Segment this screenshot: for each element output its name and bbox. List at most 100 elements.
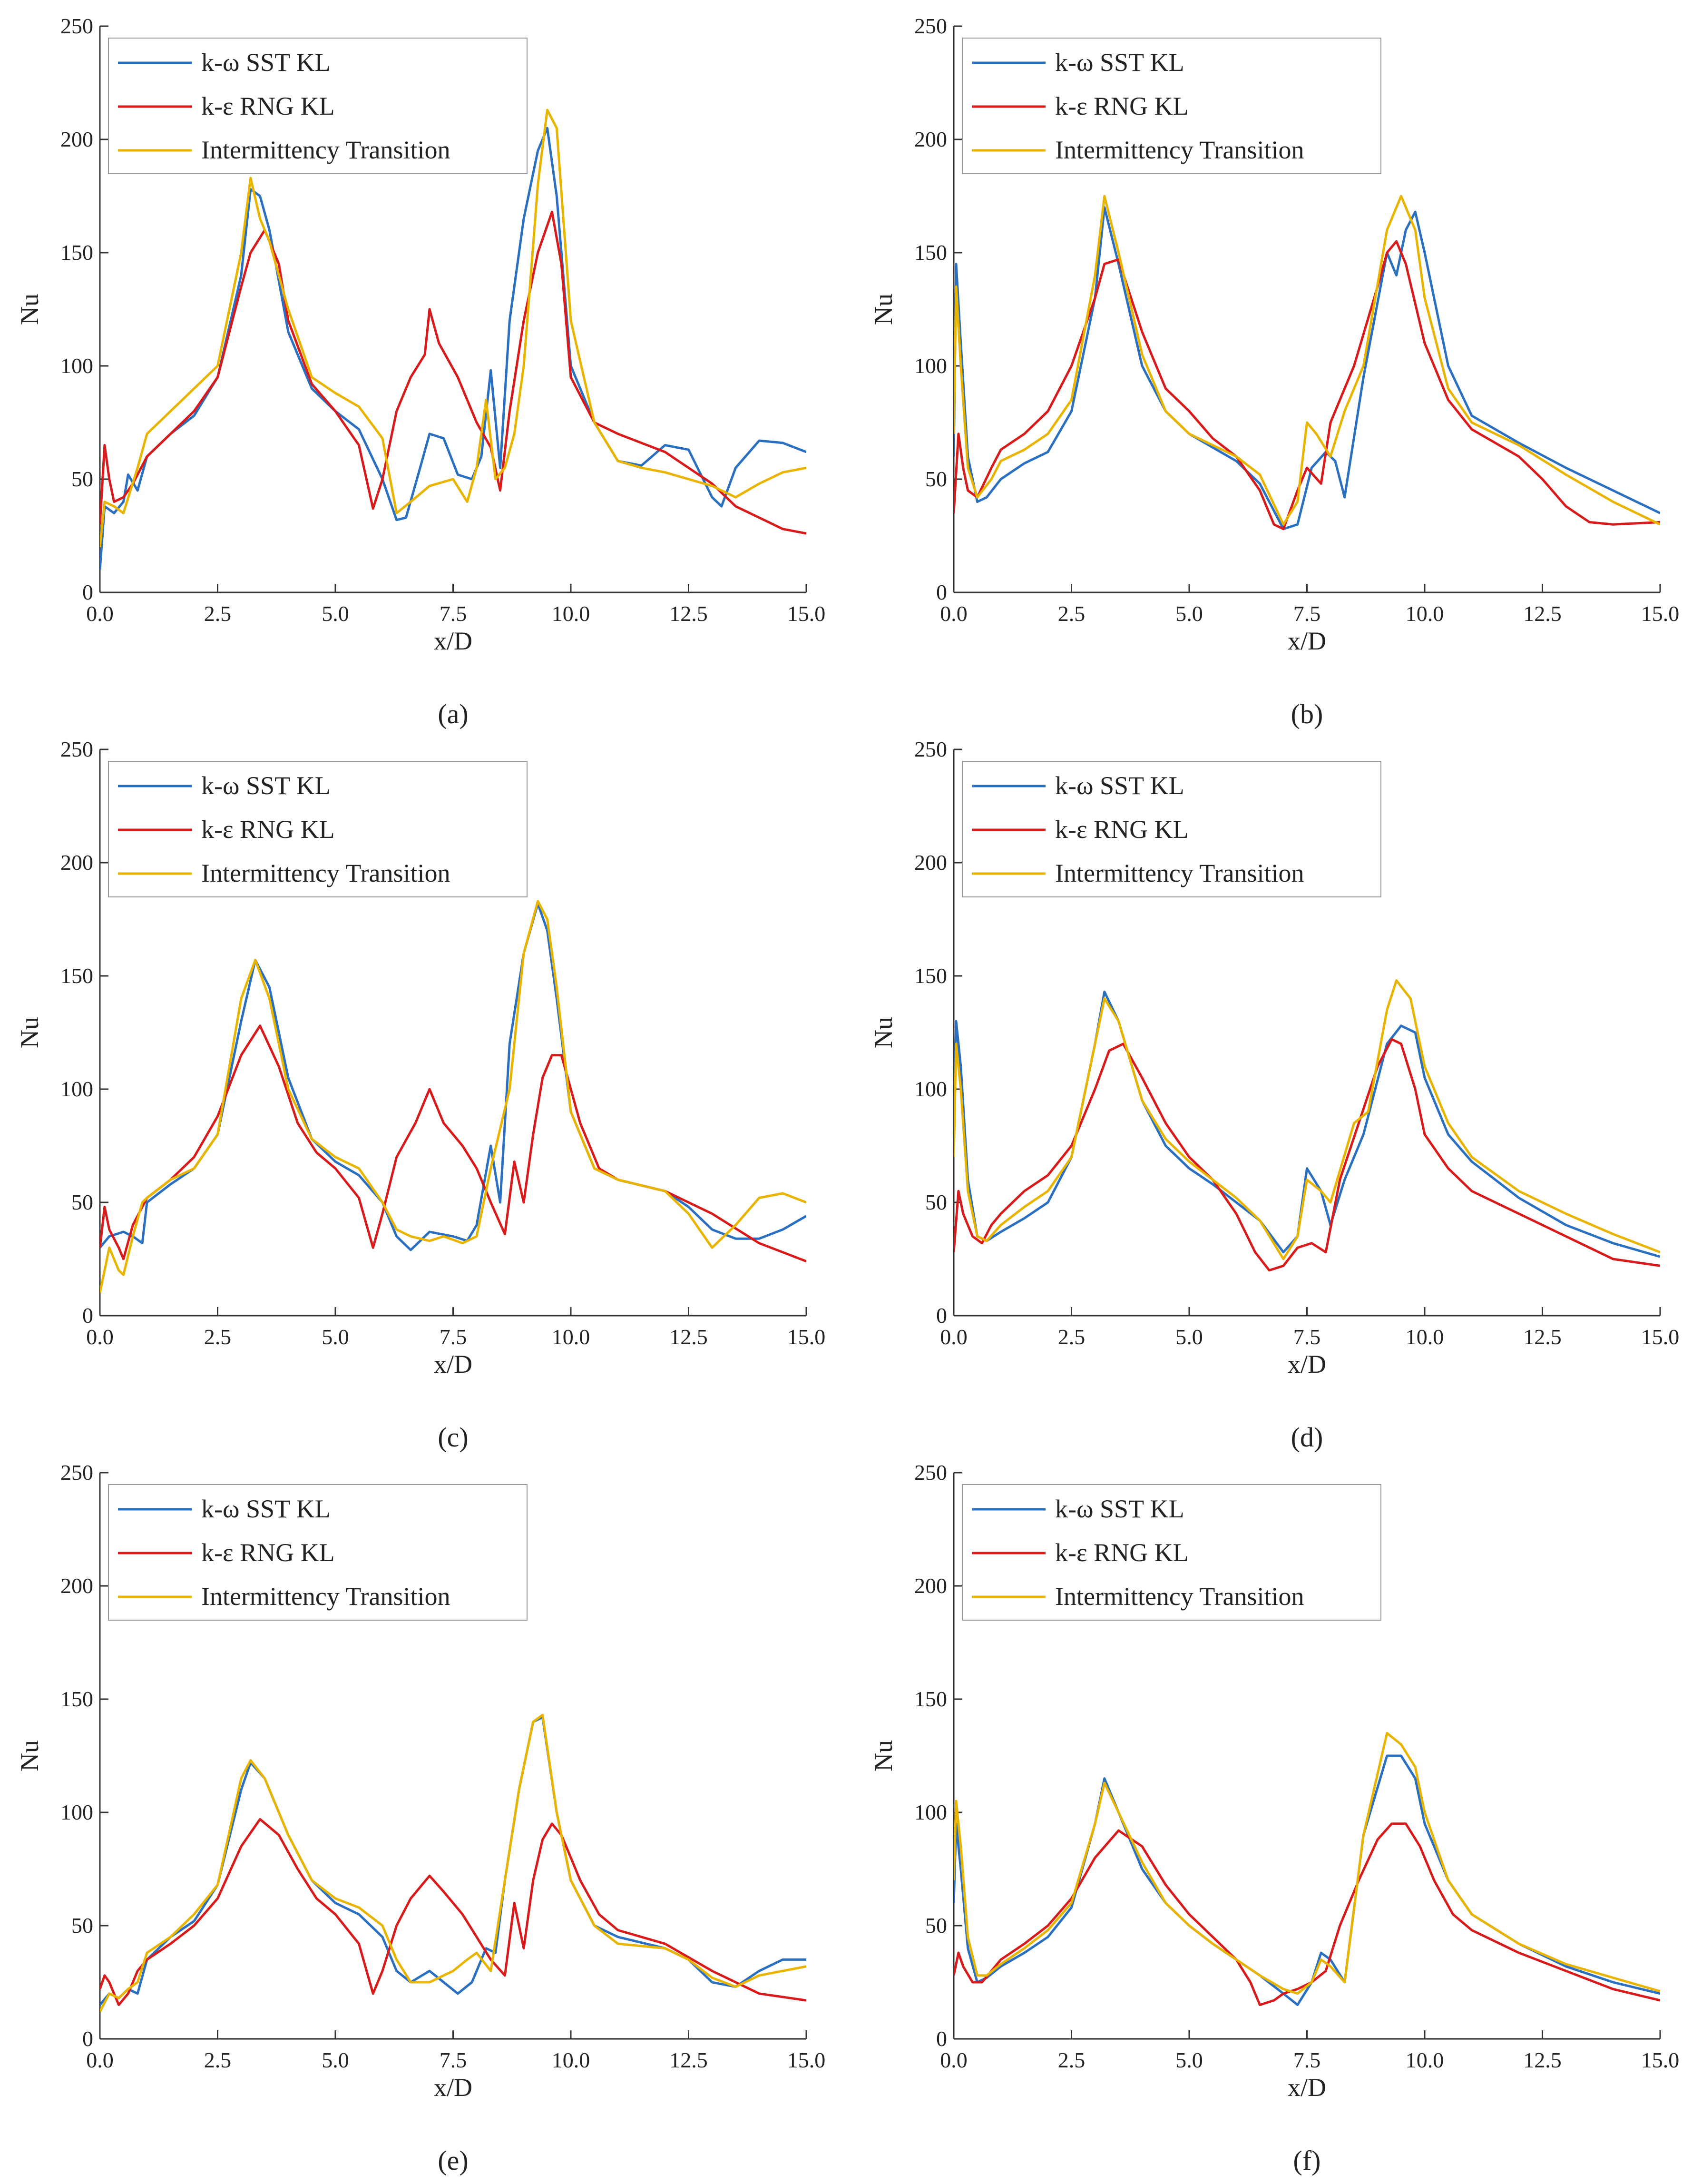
x-tick-label: 0.0 xyxy=(940,1325,968,1349)
x-tick-label: 15.0 xyxy=(1641,601,1680,626)
x-tick-label: 10.0 xyxy=(552,1325,590,1349)
series-line xyxy=(954,1731,1660,1995)
panel-label: (d) xyxy=(1291,1422,1323,1453)
chart-panel: 0.0 2.5 5.0 7.5 10.0 12.5 15.0 0 50 100 150 200 250 x… xyxy=(869,737,1679,1453)
x-tick-label: 12.5 xyxy=(669,601,708,626)
x-axis-label: x/D xyxy=(1288,2073,1326,2102)
chart-panel: 0.0 2.5 5.0 7.5 10.0 12.5 15.0 0 50 100 150 200 250 x… xyxy=(15,14,825,729)
legend-entry: k-ε RNG KL xyxy=(201,815,335,844)
y-tick-label: 150 xyxy=(914,1687,947,1711)
x-tick-label: 10.0 xyxy=(1406,2048,1444,2072)
legend-entry: k-ω SST KL xyxy=(1055,1495,1184,1523)
x-axis-label: x/D xyxy=(1288,627,1326,655)
y-tick-label: 50 xyxy=(925,1913,947,1938)
y-tick-label: 50 xyxy=(925,467,947,491)
legend-entry: k-ε RNG KL xyxy=(1055,1538,1189,1567)
x-axis-label: x/D xyxy=(434,1350,472,1378)
y-axis-label: Nu xyxy=(869,1017,898,1048)
x-tick-label: 12.5 xyxy=(1523,2048,1562,2072)
x-tick-label: 15.0 xyxy=(787,1325,826,1349)
y-tick-label: 200 xyxy=(60,850,93,875)
y-tick-label: 0 xyxy=(82,580,93,604)
y-tick-label: 250 xyxy=(914,14,947,38)
x-tick-label: 10.0 xyxy=(552,2048,590,2072)
panel-label: (c) xyxy=(438,1422,468,1453)
series-line xyxy=(100,1713,806,2013)
y-tick-label: 100 xyxy=(914,1800,947,1824)
x-tick-label: 12.5 xyxy=(669,2048,708,2072)
x-axis-label: x/D xyxy=(434,2073,472,2102)
x-tick-label: 7.5 xyxy=(1293,1325,1321,1349)
panel-label: (a) xyxy=(438,698,468,729)
x-tick-label: 0.0 xyxy=(86,601,114,626)
y-tick-label: 150 xyxy=(914,964,947,988)
x-tick-label: 5.0 xyxy=(1175,2048,1203,2072)
x-tick-label: 7.5 xyxy=(440,2048,467,2072)
series-line xyxy=(100,127,806,570)
y-tick-label: 150 xyxy=(60,240,93,265)
x-tick-label: 15.0 xyxy=(787,2048,826,2072)
panel-label: (f) xyxy=(1293,2145,1321,2176)
x-tick-label: 2.5 xyxy=(204,2048,232,2072)
y-tick-label: 50 xyxy=(925,1190,947,1214)
chart-panel: 0.0 2.5 5.0 7.5 10.0 12.5 15.0 0 50 100 150 200 250 x… xyxy=(869,14,1679,729)
y-axis-label: Nu xyxy=(15,294,44,325)
legend-entry: k-ω SST KL xyxy=(201,1495,331,1523)
x-tick-label: 2.5 xyxy=(1058,1325,1086,1349)
y-tick-label: 250 xyxy=(60,14,93,38)
series-line xyxy=(100,900,806,1293)
panel-label: (b) xyxy=(1291,698,1323,729)
y-axis-label: Nu xyxy=(15,1740,44,1771)
legend-entry: k-ω SST KL xyxy=(1055,771,1184,800)
y-tick-label: 100 xyxy=(60,1077,93,1101)
x-tick-label: 5.0 xyxy=(322,2048,349,2072)
series-line xyxy=(954,990,1660,1258)
chart-panel: 0.0 2.5 5.0 7.5 10.0 12.5 15.0 0 50 100 150 200 250 x… xyxy=(15,1460,825,2176)
y-tick-label: 100 xyxy=(914,1077,947,1101)
legend-entry: Intermittency Transition xyxy=(201,1582,450,1611)
x-tick-label: 15.0 xyxy=(1641,1325,1680,1349)
legend-entry: k-ω SST KL xyxy=(201,771,331,800)
y-tick-label: 150 xyxy=(60,1687,93,1711)
x-tick-label: 2.5 xyxy=(204,601,232,626)
y-tick-label: 100 xyxy=(60,1800,93,1824)
series-line xyxy=(954,195,1660,526)
x-tick-label: 5.0 xyxy=(1175,1325,1203,1349)
x-tick-label: 2.5 xyxy=(1058,2048,1086,2072)
y-tick-label: 150 xyxy=(60,964,93,988)
legend-entry: k-ε RNG KL xyxy=(201,1538,335,1567)
y-tick-label: 100 xyxy=(60,354,93,378)
legend-entry: Intermittency Transition xyxy=(1055,859,1304,887)
x-tick-label: 5.0 xyxy=(322,601,349,626)
y-tick-label: 250 xyxy=(914,737,947,761)
y-tick-label: 200 xyxy=(914,127,947,151)
x-tick-label: 7.5 xyxy=(1293,601,1321,626)
x-tick-label: 5.0 xyxy=(322,1325,349,1349)
legend-entry: Intermittency Transition xyxy=(201,136,450,164)
y-tick-label: 200 xyxy=(914,1574,947,1598)
y-tick-label: 50 xyxy=(71,467,93,491)
y-axis-label: Nu xyxy=(15,1017,44,1048)
x-tick-label: 7.5 xyxy=(440,1325,467,1349)
x-tick-label: 7.5 xyxy=(1293,2048,1321,2072)
legend-entry: Intermittency Transition xyxy=(201,859,450,887)
y-tick-label: 200 xyxy=(914,850,947,875)
x-tick-label: 12.5 xyxy=(1523,601,1562,626)
y-tick-label: 0 xyxy=(936,580,947,604)
x-tick-label: 0.0 xyxy=(86,1325,114,1349)
x-axis-label: x/D xyxy=(1288,1350,1326,1378)
legend-entry: Intermittency Transition xyxy=(1055,1582,1304,1611)
x-tick-label: 5.0 xyxy=(1175,601,1203,626)
y-tick-label: 0 xyxy=(936,1303,947,1328)
y-tick-label: 50 xyxy=(71,1190,93,1214)
y-tick-label: 200 xyxy=(60,127,93,151)
legend-entry: k-ω SST KL xyxy=(1055,48,1184,77)
y-axis-label: Nu xyxy=(869,294,898,325)
y-tick-label: 200 xyxy=(60,1574,93,1598)
legend-entry: k-ε RNG KL xyxy=(1055,92,1189,120)
x-tick-label: 15.0 xyxy=(787,601,826,626)
x-tick-label: 0.0 xyxy=(940,601,968,626)
y-tick-label: 50 xyxy=(71,1913,93,1938)
panel-label: (e) xyxy=(438,2145,468,2176)
